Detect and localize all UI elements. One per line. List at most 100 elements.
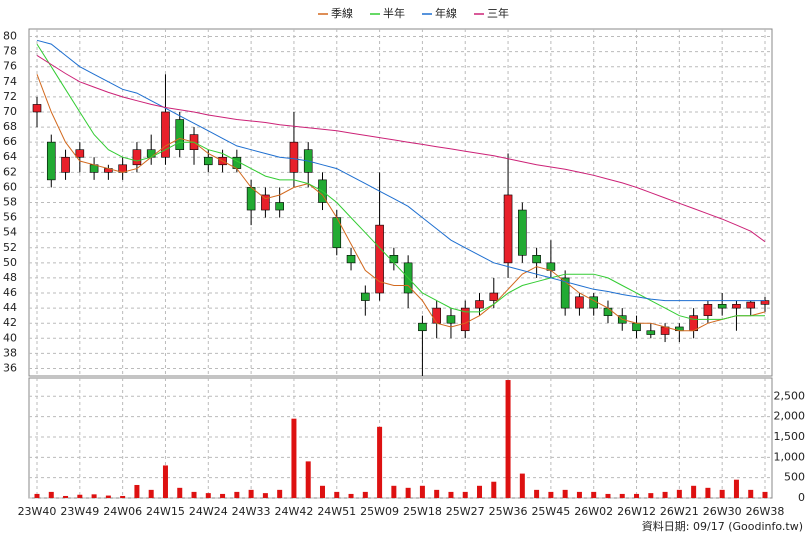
volume-bar: [748, 489, 754, 498]
x-tick-label: 24W24: [189, 505, 228, 518]
candle-body: [289, 141, 299, 173]
volume-bar: [220, 493, 226, 498]
volume-bar: [262, 493, 268, 498]
candle-body: [132, 149, 142, 166]
volume-bar: [619, 493, 625, 498]
volume-bar: [519, 473, 525, 498]
volume-bar: [105, 495, 111, 498]
volume-bar: [562, 489, 568, 498]
volume-bar: [448, 491, 454, 498]
volume-bar: [277, 489, 283, 498]
y-tick-label: 40: [3, 331, 17, 344]
x-tick-label: 24W33: [232, 505, 271, 518]
volume-tick-label: 2,500: [774, 389, 806, 402]
y-tick-label: 68: [3, 120, 17, 133]
volume-bar: [705, 487, 711, 498]
volume-bar: [319, 485, 325, 498]
legend-label: 半年: [383, 6, 405, 20]
volume-bar: [491, 481, 497, 498]
y-tick-label: 36: [3, 361, 17, 374]
candle-body: [560, 277, 570, 309]
y-tick-label: 72: [3, 90, 17, 103]
y-tick-label: 80: [3, 30, 17, 43]
y-tick-label: 58: [3, 196, 17, 209]
y-tick-label: 76: [3, 60, 17, 73]
candle-body: [518, 209, 527, 256]
candle-body: [61, 156, 70, 173]
x-tick-label: 25W36: [489, 505, 528, 518]
candle-body: [603, 307, 613, 316]
x-tick-label: 26W12: [617, 505, 656, 518]
y-tick-label: 42: [3, 316, 17, 329]
volume-bar: [162, 465, 168, 498]
x-tick-label: 24W06: [103, 505, 142, 518]
y-tick-label: 70: [3, 105, 17, 118]
candle-body: [460, 307, 470, 332]
candle-body: [246, 187, 256, 211]
volume-bar: [391, 485, 397, 498]
volume-tick-label: 0: [798, 491, 805, 504]
volume-bar: [648, 493, 654, 498]
ma-line: [36, 39, 765, 302]
volume-bar: [762, 491, 768, 498]
x-tick-label: 25W18: [403, 505, 442, 518]
y-tick-label: 74: [3, 75, 17, 88]
candle-body: [646, 330, 656, 335]
candle-body: [175, 119, 185, 150]
y-tick-label: 44: [3, 301, 17, 314]
candle-body: [717, 304, 727, 309]
volume-bar: [205, 493, 211, 498]
candle-body: [375, 224, 384, 294]
y-tick-label: 64: [3, 150, 17, 163]
candle-body: [489, 292, 499, 301]
candle-body: [361, 292, 370, 301]
x-tick-label: 26W30: [703, 505, 742, 518]
candle-body: [446, 315, 456, 324]
candle-body: [75, 149, 85, 158]
candle-body: [203, 156, 213, 166]
volume-bar: [605, 493, 611, 498]
volume-bar: [462, 491, 468, 498]
candle-body: [732, 304, 741, 309]
legend-label: 三年: [487, 6, 509, 20]
y-tick-label: 48: [3, 271, 17, 284]
candle-body: [760, 300, 770, 305]
x-tick-label: 24W42: [275, 505, 314, 518]
x-tick-label: 25W09: [360, 505, 399, 518]
candle-body: [418, 322, 427, 332]
y-tick-label: 66: [3, 135, 17, 148]
volume-bar: [676, 489, 682, 498]
candle-body: [46, 141, 56, 181]
volume-bar: [377, 426, 383, 498]
volume-bar: [120, 495, 126, 498]
y-tick-label: 50: [3, 256, 17, 269]
volume-tick-label: 2,000: [774, 410, 806, 423]
volume-bar: [662, 491, 668, 498]
candle-body: [746, 301, 756, 309]
candle-body: [532, 255, 541, 264]
x-tick-label: 24W51: [317, 505, 356, 518]
volume-bar: [305, 461, 311, 498]
volume-bar: [405, 487, 411, 498]
ma-line: [36, 74, 766, 332]
candle-body: [161, 111, 170, 158]
volume-bar: [177, 487, 183, 498]
volume-bar: [719, 489, 725, 498]
y-tick-label: 78: [3, 45, 17, 58]
candle-body: [689, 315, 698, 332]
volume-tick-label: 500: [784, 471, 805, 484]
volume-bar: [48, 491, 54, 498]
candle-body: [432, 307, 441, 324]
y-tick-label: 56: [3, 211, 17, 224]
volume-bar: [477, 485, 483, 498]
y-tick-label: 62: [3, 165, 17, 178]
volume-bar: [91, 494, 97, 498]
candle-body: [632, 322, 641, 332]
volume-bar: [733, 479, 739, 498]
x-tick-label: 24W15: [146, 505, 185, 518]
volume-bar: [63, 495, 69, 498]
volume-bar: [505, 380, 511, 498]
candle-body: [32, 104, 42, 113]
volume-bar: [591, 491, 597, 498]
